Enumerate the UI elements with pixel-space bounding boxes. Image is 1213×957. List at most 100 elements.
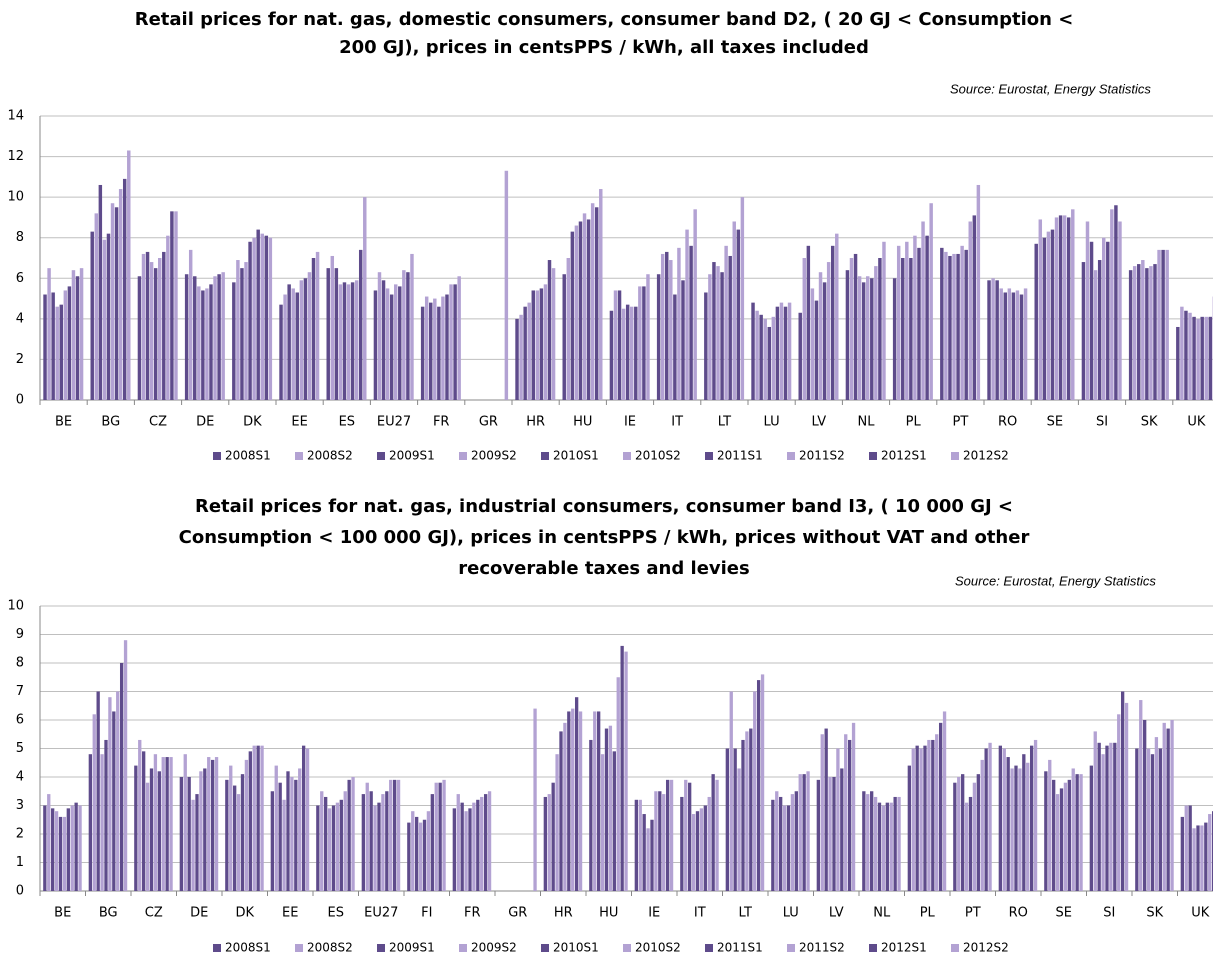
bar — [749, 728, 753, 891]
x-tick-label: FI — [421, 906, 432, 921]
legend-label: 2011S2 — [799, 449, 845, 463]
bar — [775, 306, 780, 400]
bar — [193, 276, 197, 400]
x-tick-label: EE — [282, 906, 298, 921]
bar — [260, 745, 264, 891]
bar — [195, 794, 199, 891]
bar — [149, 262, 154, 400]
legend-swatch — [541, 944, 549, 952]
bar — [334, 268, 339, 400]
bar — [741, 739, 745, 891]
bar — [849, 258, 854, 400]
bar — [987, 280, 991, 400]
bar — [1113, 742, 1117, 891]
bar — [429, 302, 433, 400]
bar — [324, 796, 328, 891]
bar — [244, 759, 249, 891]
bar — [295, 292, 299, 400]
bar — [347, 779, 351, 891]
bar — [783, 306, 788, 400]
bar — [311, 258, 316, 400]
bar — [938, 722, 943, 891]
bar — [893, 796, 897, 891]
bar — [519, 314, 523, 400]
bar — [1117, 714, 1121, 891]
bar — [338, 284, 343, 400]
bar — [92, 714, 96, 891]
bar — [599, 189, 603, 400]
bar — [232, 282, 236, 400]
bar — [415, 816, 419, 891]
bar — [600, 754, 605, 891]
bar — [1132, 266, 1137, 400]
bar — [790, 794, 795, 891]
bar — [407, 822, 411, 891]
bar — [1054, 217, 1059, 400]
bar — [373, 290, 378, 400]
bar — [851, 722, 856, 891]
legend-swatch — [541, 452, 549, 460]
bar — [331, 805, 336, 891]
bar — [857, 276, 862, 400]
bar — [1105, 745, 1109, 891]
bar — [571, 708, 575, 891]
bar — [1097, 742, 1101, 891]
legend-label: 2011S2 — [799, 941, 845, 955]
bar — [1048, 759, 1052, 891]
bar — [972, 782, 977, 891]
bar — [866, 276, 870, 400]
bar — [426, 811, 431, 891]
bar — [286, 771, 290, 891]
bar — [291, 288, 295, 400]
bar — [260, 233, 264, 400]
y-tick-label: 4 — [16, 770, 24, 785]
bar — [236, 794, 241, 891]
chart-title: Retail prices for nat. gas, domestic con… — [135, 9, 1074, 30]
bar — [905, 241, 909, 400]
x-tick-label: SE — [1056, 906, 1072, 921]
bar — [562, 274, 566, 400]
bar — [840, 768, 844, 891]
bar — [531, 290, 535, 400]
bar — [877, 802, 882, 891]
x-tick-label: LU — [764, 415, 780, 430]
bar — [919, 748, 923, 891]
bar — [885, 802, 889, 891]
bar — [889, 802, 893, 891]
bar — [699, 808, 704, 891]
bar — [634, 799, 638, 891]
bar — [594, 207, 599, 400]
bar — [874, 266, 878, 400]
bar — [1120, 691, 1125, 891]
bar — [913, 235, 917, 400]
legend-swatch — [377, 944, 385, 952]
bar — [330, 255, 335, 400]
bar — [824, 728, 828, 891]
bar — [456, 794, 460, 891]
bar — [434, 782, 438, 891]
bar — [54, 811, 59, 891]
bar — [166, 235, 170, 400]
bar — [878, 258, 882, 400]
x-tick-label: SE — [1047, 415, 1063, 430]
bar — [217, 274, 221, 400]
bar — [870, 278, 874, 400]
source-note: Source: Eurostat, Energy Statistics — [955, 573, 1156, 588]
bar — [326, 268, 330, 400]
bar — [589, 739, 593, 891]
bar — [642, 286, 646, 400]
bar — [1023, 288, 1028, 400]
x-tick-label: HU — [573, 415, 592, 430]
bar — [472, 802, 476, 891]
bar — [621, 308, 626, 400]
source-note: Source: Eurostat, Energy Statistics — [950, 81, 1151, 96]
bar — [316, 805, 320, 891]
bar — [935, 734, 939, 891]
bar — [264, 235, 269, 400]
bar — [153, 268, 158, 400]
bar — [759, 314, 763, 400]
bar — [363, 197, 367, 400]
bar — [1114, 205, 1118, 400]
bar — [909, 258, 913, 400]
bar — [688, 782, 692, 891]
